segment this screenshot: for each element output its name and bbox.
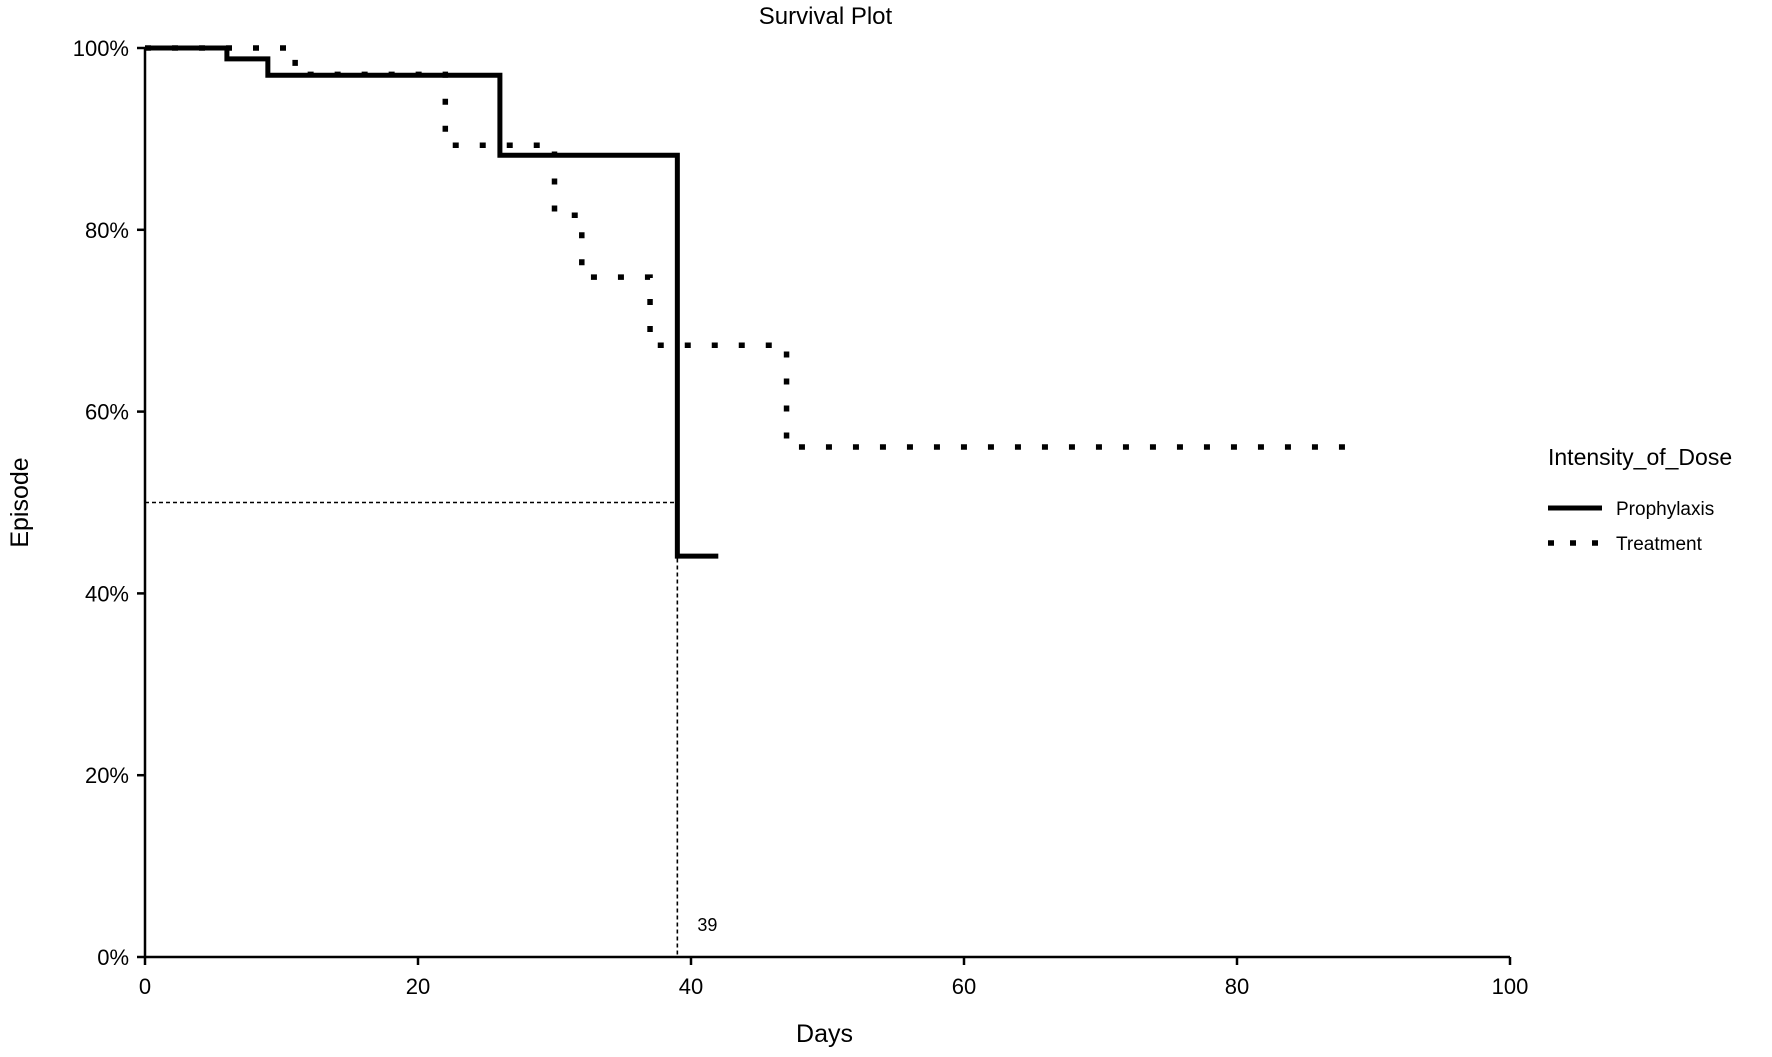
y-tick-label: 20% [85, 763, 129, 788]
legend-label-prophylaxis: Prophylaxis [1616, 499, 1714, 520]
y-axis-title: Episode [6, 457, 34, 547]
y-tick-label: 60% [85, 400, 129, 425]
legend-label-treatment: Treatment [1616, 534, 1703, 555]
series-layer [145, 45, 1360, 559]
y-tick-label: 40% [85, 581, 129, 606]
y-tick-label: 0% [97, 945, 129, 970]
y-tick-label: 80% [85, 218, 129, 243]
y-axis-ticks: 0% 20% 40% 60% 80% 100% [73, 36, 145, 970]
median-reference-lines [145, 501, 679, 957]
median-annotation: 39 [697, 915, 717, 935]
x-tick-label: 0 [139, 974, 151, 999]
x-axis-ticks: 0 20 40 60 80 100 [139, 957, 1528, 999]
series-line-treatment [145, 45, 1360, 450]
x-tick-label: 20 [406, 974, 430, 999]
x-tick-label: 100 [1492, 974, 1529, 999]
y-tick-label: 100% [73, 36, 129, 61]
x-tick-label: 60 [952, 974, 976, 999]
series-line-prophylaxis [145, 45, 719, 559]
legend-title: Intensity_of_Dose [1548, 444, 1732, 470]
x-tick-label: 40 [679, 974, 703, 999]
legend: Intensity_of_Dose Prophylaxis Treatment [1548, 444, 1732, 555]
chart-title: Survival Plot [759, 3, 893, 30]
x-tick-label: 80 [1225, 974, 1249, 999]
x-axis-title: Days [796, 1020, 853, 1048]
annotations: 39 [697, 915, 717, 935]
